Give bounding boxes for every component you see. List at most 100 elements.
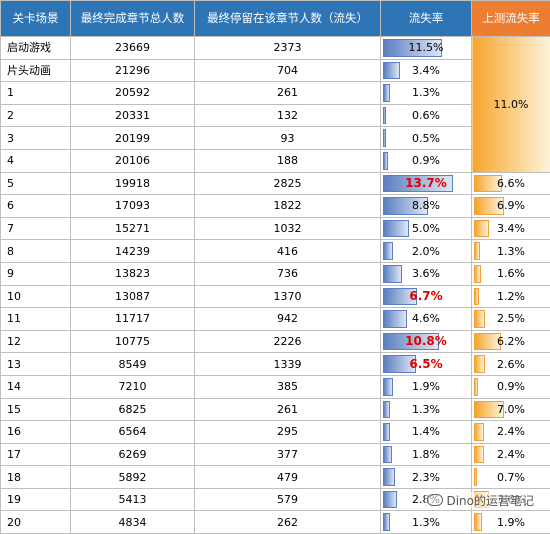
cell-rate[interactable]: 3.4%	[381, 59, 472, 82]
cell-scene[interactable]: 11	[1, 308, 71, 331]
cell-stay[interactable]: 2226	[195, 330, 381, 353]
cell-rate[interactable]: 1.4%	[381, 421, 472, 444]
cell-scene[interactable]: 20	[1, 511, 71, 534]
cell-scene[interactable]: 7	[1, 217, 71, 240]
cell-rate[interactable]: 1.9%	[381, 375, 472, 398]
cell-total[interactable]: 6825	[71, 398, 195, 421]
cell-prev-rate[interactable]: 2.6%	[472, 353, 550, 376]
cell-scene[interactable]: 13	[1, 353, 71, 376]
cell-total[interactable]: 5892	[71, 466, 195, 489]
cell-prev-rate[interactable]: 6.6%	[472, 172, 550, 195]
cell-stay[interactable]: 1822	[195, 195, 381, 218]
cell-rate[interactable]: 1.8%	[381, 443, 472, 466]
cell-stay[interactable]: 261	[195, 398, 381, 421]
cell-stay[interactable]: 295	[195, 421, 381, 444]
cell-total[interactable]: 13087	[71, 285, 195, 308]
cell-prev-rate[interactable]: 0.7%	[472, 466, 550, 489]
cell-stay[interactable]: 736	[195, 262, 381, 285]
cell-rate[interactable]: 13.7%	[381, 172, 472, 195]
cell-rate[interactable]: 1.3%	[381, 511, 472, 534]
cell-rate[interactable]: 0.6%	[381, 104, 472, 127]
cell-rate[interactable]: 1.3%	[381, 82, 472, 105]
cell-rate[interactable]: 2.0%	[381, 240, 472, 263]
cell-total[interactable]: 20331	[71, 104, 195, 127]
cell-scene[interactable]: 1	[1, 82, 71, 105]
cell-scene[interactable]: 17	[1, 443, 71, 466]
header-rate[interactable]: 流失率	[381, 1, 472, 37]
header-total[interactable]: 最终完成章节总人数	[71, 1, 195, 37]
cell-stay[interactable]: 1370	[195, 285, 381, 308]
cell-stay[interactable]: 579	[195, 488, 381, 511]
cell-total[interactable]: 13823	[71, 262, 195, 285]
cell-stay[interactable]: 385	[195, 375, 381, 398]
cell-stay[interactable]: 704	[195, 59, 381, 82]
cell-stay[interactable]: 1339	[195, 353, 381, 376]
header-prev-rate[interactable]: 上测流失率	[472, 1, 550, 37]
cell-total[interactable]: 23669	[71, 37, 195, 60]
cell-stay[interactable]: 261	[195, 82, 381, 105]
cell-rate[interactable]: 4.6%	[381, 308, 472, 331]
cell-total[interactable]: 6269	[71, 443, 195, 466]
cell-scene[interactable]: 3	[1, 127, 71, 150]
cell-rate[interactable]: 5.0%	[381, 217, 472, 240]
cell-scene[interactable]: 18	[1, 466, 71, 489]
cell-rate[interactable]: 0.5%	[381, 127, 472, 150]
cell-rate[interactable]: 3.6%	[381, 262, 472, 285]
cell-prev-rate-merged[interactable]: 11.0%	[472, 37, 550, 173]
cell-scene[interactable]: 14	[1, 375, 71, 398]
cell-prev-rate[interactable]: 1.6%	[472, 262, 550, 285]
cell-total[interactable]: 17093	[71, 195, 195, 218]
cell-scene[interactable]: 4	[1, 149, 71, 172]
header-scene[interactable]: 关卡场景	[1, 1, 71, 37]
cell-rate[interactable]: 11.5%	[381, 37, 472, 60]
cell-scene[interactable]: 12	[1, 330, 71, 353]
cell-rate[interactable]: 2.3%	[381, 466, 472, 489]
cell-total[interactable]: 8549	[71, 353, 195, 376]
cell-scene[interactable]: 19	[1, 488, 71, 511]
cell-scene[interactable]: 2	[1, 104, 71, 127]
cell-total[interactable]: 21296	[71, 59, 195, 82]
cell-stay[interactable]: 188	[195, 149, 381, 172]
cell-total[interactable]: 11717	[71, 308, 195, 331]
cell-scene[interactable]: 16	[1, 421, 71, 444]
cell-stay[interactable]: 942	[195, 308, 381, 331]
cell-prev-rate[interactable]: 1.2%	[472, 285, 550, 308]
cell-total[interactable]: 5413	[71, 488, 195, 511]
cell-rate[interactable]: 8.8%	[381, 195, 472, 218]
cell-total[interactable]: 7210	[71, 375, 195, 398]
cell-stay[interactable]: 2825	[195, 172, 381, 195]
cell-stay[interactable]: 132	[195, 104, 381, 127]
cell-stay[interactable]: 377	[195, 443, 381, 466]
cell-stay[interactable]: 2373	[195, 37, 381, 60]
cell-prev-rate[interactable]: 7.0%	[472, 398, 550, 421]
cell-total[interactable]: 20106	[71, 149, 195, 172]
cell-stay[interactable]: 262	[195, 511, 381, 534]
cell-prev-rate[interactable]: 6.9%	[472, 195, 550, 218]
cell-total[interactable]: 19918	[71, 172, 195, 195]
cell-scene[interactable]: 5	[1, 172, 71, 195]
cell-stay[interactable]: 93	[195, 127, 381, 150]
cell-stay[interactable]: 1032	[195, 217, 381, 240]
cell-scene[interactable]: 15	[1, 398, 71, 421]
cell-scene[interactable]: 8	[1, 240, 71, 263]
cell-prev-rate[interactable]: 3.4%	[472, 217, 550, 240]
cell-prev-rate[interactable]: 1.3%	[472, 240, 550, 263]
cell-scene[interactable]: 6	[1, 195, 71, 218]
cell-rate[interactable]: 0.9%	[381, 149, 472, 172]
cell-total[interactable]: 6564	[71, 421, 195, 444]
cell-prev-rate[interactable]: 1.9%	[472, 511, 550, 534]
cell-total[interactable]: 10775	[71, 330, 195, 353]
cell-rate[interactable]: 10.8%	[381, 330, 472, 353]
cell-total[interactable]: 20592	[71, 82, 195, 105]
cell-prev-rate[interactable]: 6.2%	[472, 330, 550, 353]
cell-prev-rate[interactable]: 2.5%	[472, 308, 550, 331]
cell-total[interactable]: 14239	[71, 240, 195, 263]
cell-stay[interactable]: 479	[195, 466, 381, 489]
cell-total[interactable]: 15271	[71, 217, 195, 240]
cell-total[interactable]: 4834	[71, 511, 195, 534]
cell-prev-rate[interactable]: 0.9%	[472, 375, 550, 398]
cell-scene[interactable]: 片头动画	[1, 59, 71, 82]
cell-rate[interactable]: 1.3%	[381, 398, 472, 421]
cell-scene[interactable]: 启动游戏	[1, 37, 71, 60]
cell-total[interactable]: 20199	[71, 127, 195, 150]
